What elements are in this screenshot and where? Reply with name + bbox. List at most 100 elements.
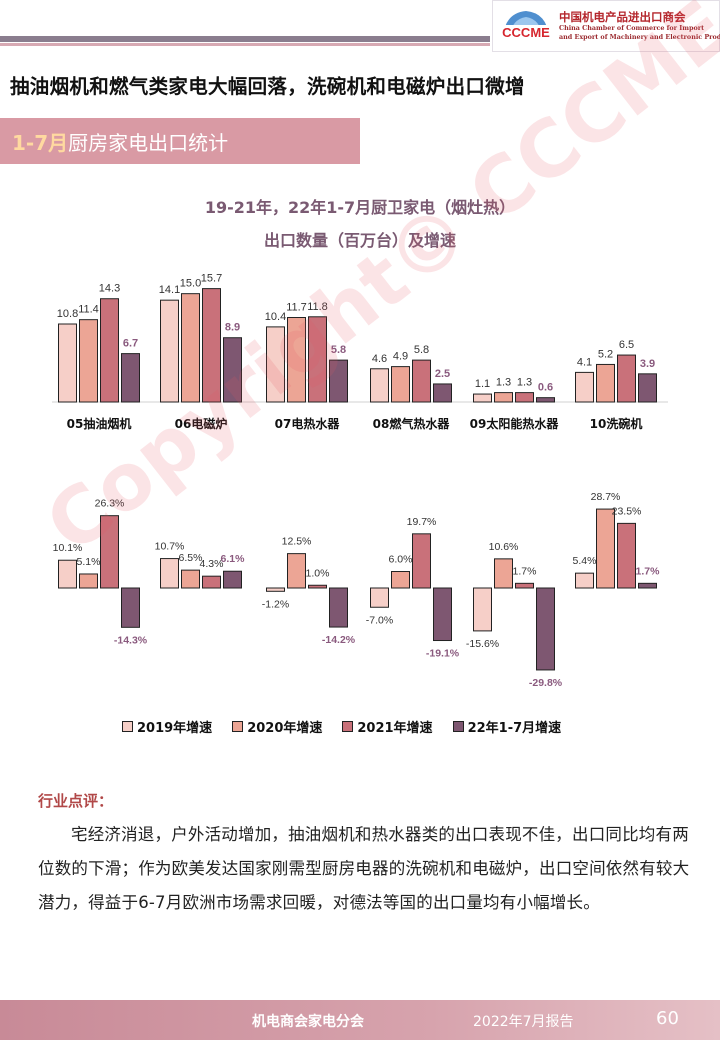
header-stripe-light xyxy=(0,43,490,46)
quantity-data-label: 5.8 xyxy=(331,344,346,356)
growth-data-label: -15.6% xyxy=(466,638,499,650)
quantity-data-label: 8.9 xyxy=(225,322,240,334)
header-stripe-dark xyxy=(0,36,490,42)
growth-bar xyxy=(433,587,452,642)
section-title-highlight: 1-7月 xyxy=(12,131,69,155)
growth-data-label: -19.1% xyxy=(426,648,460,660)
growth-data-label: 6.1% xyxy=(221,553,246,565)
quantity-bar xyxy=(121,353,140,403)
quantity-data-label: 14.3 xyxy=(99,283,120,295)
quantity-bar xyxy=(515,392,534,403)
growth-data-label: 6.0% xyxy=(389,554,413,566)
page-number: 60 xyxy=(656,1008,679,1029)
quantity-bar xyxy=(575,371,594,403)
quantity-data-label: 1.3 xyxy=(496,377,511,389)
org-logo-block: CCCME 中国机电产品进出口商会 China Chamber of Comme… xyxy=(492,0,720,52)
quantity-bar xyxy=(596,363,615,403)
org-name-en-line2: and Export of Machinery and Electronic P… xyxy=(559,33,720,41)
growth-bar xyxy=(494,558,513,589)
growth-data-label: -1.2% xyxy=(262,598,289,610)
quantity-bar xyxy=(617,354,636,403)
growth-data-label: 1.0% xyxy=(306,567,330,579)
legend-label-2019: 2019年增速 xyxy=(137,720,213,736)
growth-bar xyxy=(58,559,77,589)
growth-data-label: 1.7% xyxy=(636,565,661,577)
quantity-data-label: 14.1 xyxy=(159,284,180,296)
quantity-bar xyxy=(202,288,221,403)
page-headline: 抽油烟机和燃气类家电大幅回落，洗碗机和电磁炉出口微增 xyxy=(10,75,525,98)
quantity-bar xyxy=(370,368,389,403)
legend-swatch-2021 xyxy=(342,720,354,732)
quantity-data-label: 3.9 xyxy=(640,358,655,370)
quantity-bar xyxy=(79,319,98,403)
quantity-data-label: 10.4 xyxy=(265,311,286,323)
growth-bar xyxy=(160,558,179,589)
quantity-bar xyxy=(181,293,200,403)
logo-text: CCCME xyxy=(502,25,550,40)
quantity-data-label: 10.8 xyxy=(57,308,78,320)
legend-swatch-2020 xyxy=(232,720,244,732)
growth-data-label: -29.8% xyxy=(529,677,563,689)
growth-data-label: 10.1% xyxy=(53,542,83,554)
quantity-bar xyxy=(58,323,77,403)
quantity-bar xyxy=(329,359,348,403)
category-tick-label: 10洗碗机 xyxy=(590,416,643,431)
quantity-data-label: 5.8 xyxy=(414,344,429,356)
growth-bar xyxy=(308,584,327,589)
quantity-data-label: 4.1 xyxy=(577,356,592,368)
section-title: 1-7月厨房家电出口统计 xyxy=(12,127,228,156)
section-banner xyxy=(0,118,360,164)
growth-bar xyxy=(473,587,492,632)
growth-bar xyxy=(391,571,410,589)
growth-bar xyxy=(329,587,348,628)
quantity-data-label: 1.3 xyxy=(517,377,532,389)
legend-label-2020: 2020年增速 xyxy=(247,720,323,736)
growth-data-label: 12.5% xyxy=(282,536,312,548)
legend-item-2019: 2019年增速 xyxy=(122,717,213,736)
growth-data-label: 23.5% xyxy=(612,505,642,517)
quantity-bar xyxy=(223,337,242,403)
growth-bar xyxy=(266,587,285,592)
quantity-bar xyxy=(473,393,492,403)
quantity-bar xyxy=(494,392,513,403)
quantity-data-label: 6.5 xyxy=(619,339,634,351)
growth-bar xyxy=(100,515,119,589)
category-tick-label: 08燃气热水器 xyxy=(373,416,451,431)
category-tick-label: 09太阳能热水器 xyxy=(470,416,560,431)
growth-bar xyxy=(287,553,306,589)
quantity-data-label: 2.5 xyxy=(435,368,450,380)
quantity-data-label: 5.2 xyxy=(598,348,613,360)
growth-bar xyxy=(575,572,594,589)
category-tick-label: 07电热水器 xyxy=(275,416,341,431)
growth-bar xyxy=(202,575,221,589)
quantity-bar xyxy=(308,316,327,403)
category-tick-label: 06电磁炉 xyxy=(175,416,228,431)
growth-data-label: -7.0% xyxy=(366,614,393,626)
quantity-data-label: 11.7 xyxy=(286,302,307,314)
growth-data-label: 10.6% xyxy=(489,541,519,553)
org-name-cn: 中国机电产品进出口商会 xyxy=(559,10,686,24)
quantity-bar xyxy=(433,383,452,403)
growth-data-label: 5.1% xyxy=(77,556,101,568)
growth-bar xyxy=(121,587,140,628)
legend-item-2021: 2021年增速 xyxy=(342,717,433,736)
review-title: 行业点评： xyxy=(38,792,114,810)
legend-item-2022: 22年1-7月增速 xyxy=(452,717,561,736)
growth-bar xyxy=(223,570,242,589)
growth-bar xyxy=(181,569,200,589)
legend-swatch-2022 xyxy=(452,720,464,732)
chart-title: 19-21年，22年1-7月厨卫家电（烟灶热） xyxy=(204,198,516,217)
chart-canvas: 10.8 14.1 10.4 4.6 1.1 4.1 11.4 15.0 11.7 4.9 1.3 5… xyxy=(52,273,668,689)
growth-bar xyxy=(412,533,431,589)
growth-data-label: 4.3% xyxy=(200,558,224,570)
growth-data-label: 28.7% xyxy=(591,491,621,503)
legend-label-2021: 2021年增速 xyxy=(357,720,433,736)
growth-bar xyxy=(370,587,389,608)
footer-report: 2022年7月报告 xyxy=(473,1014,574,1030)
chart-legend: 2019年增速 2020年增速 2021年增速 22年1-7月增速 xyxy=(122,717,561,736)
growth-data-label: 6.5% xyxy=(179,552,203,564)
org-name-en: China Chamber of Commerce for Import and… xyxy=(559,24,720,42)
growth-data-label: 5.4% xyxy=(573,555,597,567)
quantity-bar xyxy=(391,366,410,403)
growth-bar xyxy=(596,508,615,589)
